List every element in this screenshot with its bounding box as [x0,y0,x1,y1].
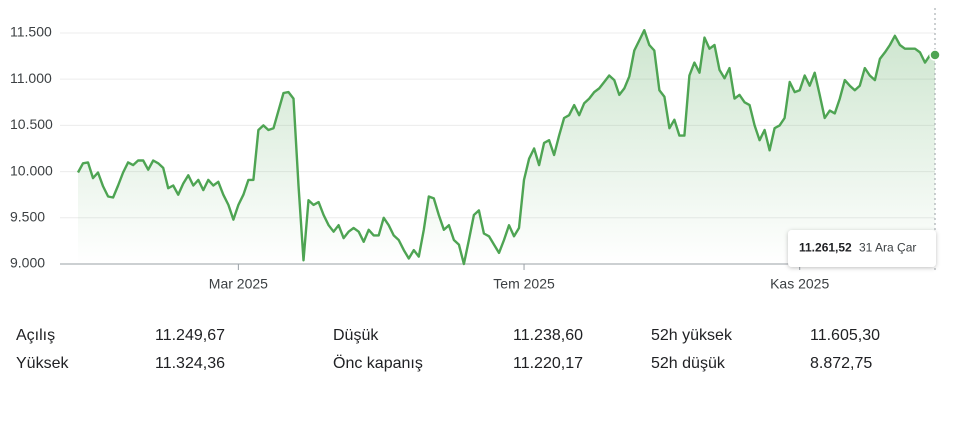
stat-value: 11.238,60 [513,327,583,344]
stat-label: Yüksek [16,355,69,372]
y-tick-label: 9.000 [10,255,45,271]
last-point [929,49,941,61]
price-line [76,29,936,266]
x-tick-label: Tem 2025 [493,276,555,292]
y-tick-label: 10.500 [10,116,53,132]
y-tick-label: 11.000 [10,70,52,86]
tooltip-box [788,230,936,267]
stat-value: 11.605,30 [810,327,880,344]
stat-value: 8.872,75 [810,355,873,372]
tooltip-date: 31 Ara Çar [859,241,916,255]
stat-label: Önc kapanış [333,355,423,372]
chart: 9.000 9.500 10.000 10.500 11.000 11.500 Mar 20… [10,8,941,292]
x-tick-label: Mar 2025 [209,276,268,292]
y-tick-label: 11.500 [10,24,52,40]
tooltip: 11.261,52 31 Ara Çar [788,230,936,267]
stats: Açılış 11.249,67 Yüksek 11.324,36 Düşük 11.23… [0,322,960,382]
stat-label: 52h yüksek [651,327,732,344]
stat-label: Açılış [16,327,56,344]
x-tick-label: Kas 2025 [770,276,829,292]
stat-label: 52h düşük [651,355,725,372]
y-tick-label: 9.500 [10,208,45,224]
stat-value: 11.324,36 [155,355,225,372]
stat-value: 11.220,17 [513,355,583,372]
area-fill [78,30,935,265]
stat-value: 11.249,67 [155,327,225,344]
y-tick-label: 10.000 [10,162,53,178]
tooltip-value: 11.261,52 [799,241,852,255]
stat-label: Düşük [333,327,379,344]
